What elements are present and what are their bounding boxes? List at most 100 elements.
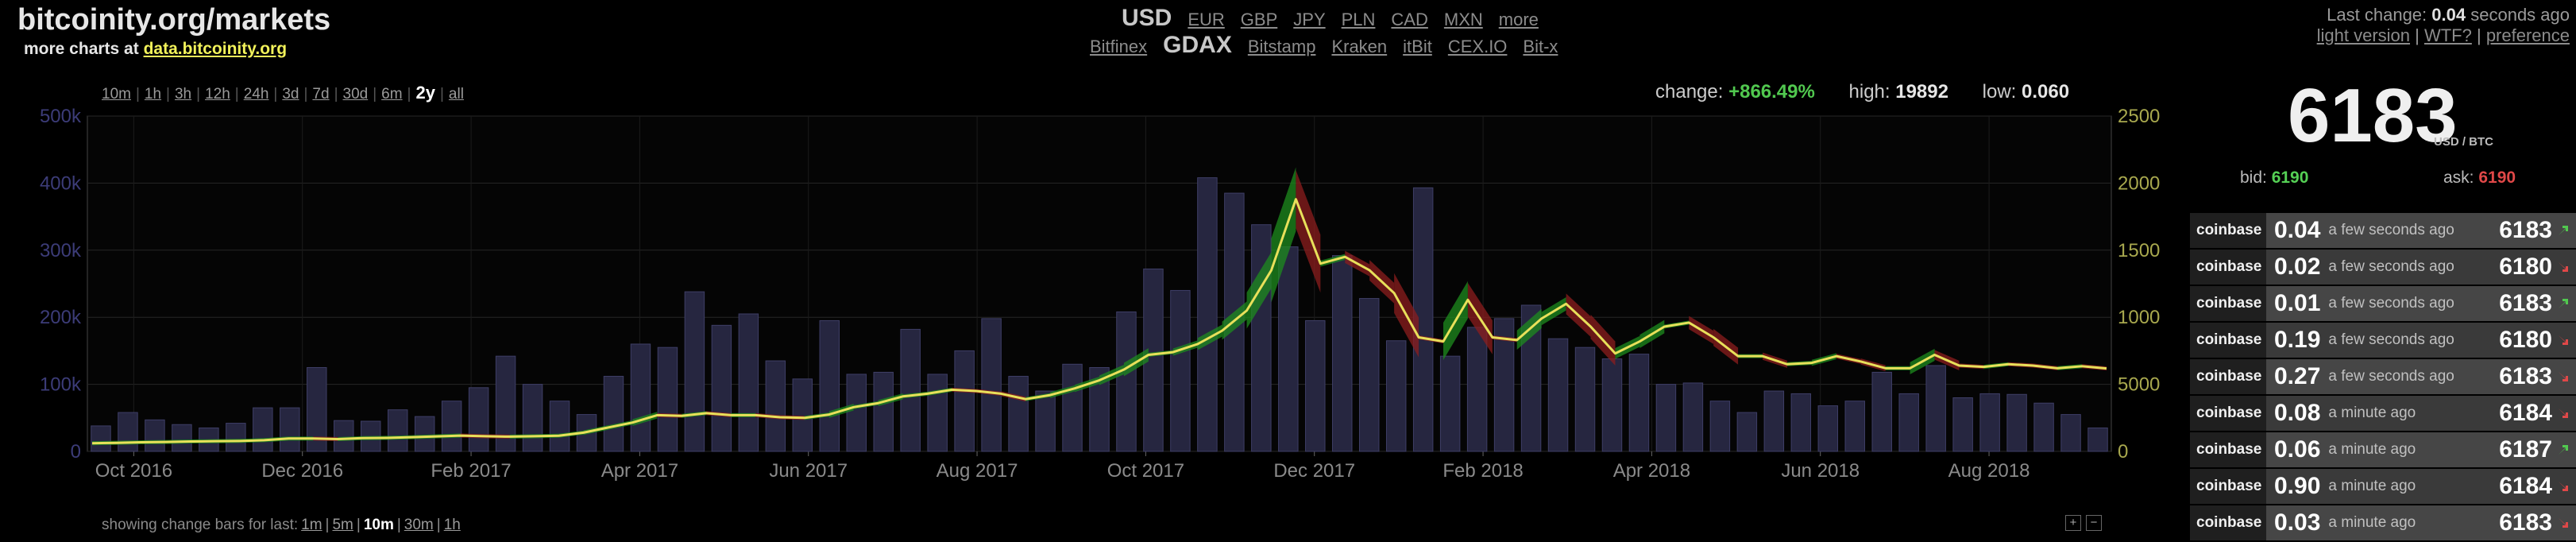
volume-bar (819, 319, 840, 452)
currency-pln[interactable]: PLN (1341, 10, 1376, 29)
range-all[interactable]: all (448, 86, 464, 103)
range-30d[interactable]: 30d (342, 86, 369, 103)
currency-jpy[interactable]: JPY (1293, 10, 1326, 29)
trade-price-cell: 6187 (2479, 432, 2576, 467)
preference-link[interactable]: preference (2485, 25, 2570, 45)
range-10m[interactable]: 10m (102, 86, 131, 103)
trade-price: 6183 (2499, 363, 2552, 389)
volume-bar (1466, 327, 1488, 452)
arrow-down-icon (2559, 408, 2568, 418)
trade-time: a minute ago (2328, 478, 2416, 494)
range-6m[interactable]: 6m (381, 86, 403, 103)
change-bars-5m[interactable]: 5m (332, 517, 353, 533)
trade-detail: 0.06 a minute ago (2266, 432, 2479, 467)
range-7d[interactable]: 7d (312, 86, 330, 103)
exchange-bit-x[interactable]: Bit-x (1523, 37, 1558, 56)
y-right-tick-label: 15000 (2118, 240, 2161, 261)
change-label: change: (1655, 81, 1724, 103)
currency-usd[interactable]: USD (1122, 5, 1172, 31)
bid-label: bid: (2240, 168, 2267, 187)
more-charts-prefix: more charts at (24, 40, 139, 58)
change-bars-30m[interactable]: 30m (404, 517, 434, 533)
range-3d[interactable]: 3d (282, 86, 299, 103)
light-version-link[interactable]: light version (2316, 25, 2411, 45)
y-left-tick-label: 0 (71, 441, 81, 463)
trade-time: a few seconds ago (2328, 295, 2454, 312)
volume-bar (91, 425, 111, 452)
trade-price-cell: 6183 (2479, 286, 2576, 321)
volume-bar (1655, 384, 1677, 452)
volume-bar (954, 350, 975, 452)
site-title[interactable]: bitcoinity.org/markets (17, 3, 331, 37)
exchange-kraken[interactable]: Kraken (1331, 37, 1388, 56)
currency-gbp[interactable]: GBP (1240, 10, 1278, 29)
volume-bar (1790, 393, 1812, 452)
trade-price-cell: 6180 (2479, 323, 2576, 358)
exchange-itbit[interactable]: itBit (1403, 37, 1432, 56)
data-bitcoinity-link[interactable]: data.bitcoinity.org (143, 40, 288, 58)
trade-detail: 0.90 a minute ago (2266, 469, 2479, 504)
currency-eur[interactable]: EUR (1188, 10, 1225, 29)
trade-exchange: coinbase (2190, 213, 2266, 248)
volume-bar (630, 343, 651, 452)
trade-amount: 0.01 (2274, 290, 2321, 316)
range-24h[interactable]: 24h (243, 86, 269, 103)
arrow-down-icon (2559, 372, 2568, 381)
x-tick-label: Dec 2016 (261, 460, 343, 482)
exchange-bitfinex[interactable]: Bitfinex (1090, 37, 1148, 56)
zoom-in-button[interactable]: + (2065, 515, 2081, 531)
change-bars-1m[interactable]: 1m (301, 517, 322, 533)
volume-bar (603, 375, 624, 452)
high-value: 19892 (1895, 81, 1948, 103)
trade-row: coinbase 0.27 a few seconds ago 6183 (2190, 359, 2576, 394)
x-tick-label: Jun 2018 (1781, 460, 1860, 482)
x-tick-label: Oct 2017 (1107, 460, 1184, 482)
price-unit: USD / BTC (2434, 135, 2493, 149)
volume-bar (684, 291, 705, 452)
trade-price: 6184 (2499, 473, 2552, 499)
volume-bar (118, 412, 138, 452)
currency-cad[interactable]: CAD (1391, 10, 1428, 29)
trade-price: 6183 (2499, 509, 2552, 536)
change-bars-selector: showing change bars for last: 1m | 5m | 10m | 3… (102, 517, 464, 534)
trade-price-cell: 6183 (2479, 505, 2576, 540)
range-3h[interactable]: 3h (174, 86, 192, 103)
arrow-down-icon (2559, 518, 2568, 528)
range-2y[interactable]: 2y (415, 83, 435, 103)
trade-row: coinbase 0.04 a few seconds ago 6183 (2190, 213, 2576, 248)
change-bars-1h[interactable]: 1h (443, 517, 461, 533)
y-left-tick-label: 100k (40, 374, 82, 396)
range-12h[interactable]: 12h (205, 86, 230, 103)
exchange-bitstamp[interactable]: Bitstamp (1247, 37, 1316, 56)
trade-price-cell: 6180 (2479, 250, 2576, 285)
volume-bar (1062, 363, 1083, 452)
high-label: high: (1848, 81, 1890, 103)
volume-bar (1359, 298, 1380, 452)
range-1h[interactable]: 1h (144, 86, 162, 103)
volume-bar (226, 423, 246, 452)
exchange-gdax[interactable]: GDAX (1163, 32, 1232, 58)
volume-bar (1035, 390, 1056, 452)
zoom-out-button[interactable]: − (2086, 515, 2102, 531)
trade-time: a minute ago (2328, 514, 2416, 531)
trade-detail: 0.19 a few seconds ago (2266, 323, 2479, 358)
currency-mxn[interactable]: MXN (1443, 10, 1483, 29)
change-bars-10m[interactable]: 10m (363, 517, 394, 533)
volume-bar (172, 424, 192, 452)
currency-more[interactable]: more (1498, 10, 1539, 29)
volume-bar (1979, 393, 2000, 452)
last-change-status: Last change: 0.04 seconds ago (2327, 5, 2570, 25)
y-right-tick-label: 5000 (2118, 374, 2160, 396)
trade-exchange: coinbase (2190, 359, 2266, 394)
y-left-tick-label: 300k (40, 240, 82, 261)
trade-detail: 0.02 a few seconds ago (2266, 250, 2479, 285)
volume-bar (711, 324, 732, 452)
price-volume-chart[interactable]: 0 100k 200k 300k 400k 500k 0 5000 10000 15000 2000… (0, 103, 2161, 501)
y-left-tick-label: 500k (40, 106, 82, 127)
last-change-prefix: Last change: (2327, 5, 2427, 25)
trade-row: coinbase 0.01 a few seconds ago 6183 (2190, 286, 2576, 321)
change-bars-separator: | (396, 517, 401, 533)
volume-bar (414, 416, 435, 452)
wtf-link[interactable]: WTF? (2423, 25, 2472, 45)
exchange-cex-io[interactable]: CEX.IO (1447, 37, 1508, 56)
